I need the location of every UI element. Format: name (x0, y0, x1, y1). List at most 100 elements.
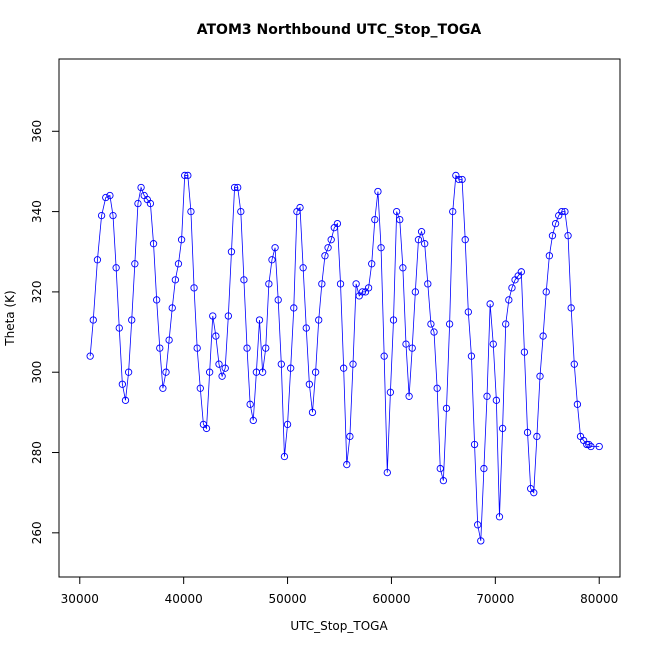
data-point (218, 372, 226, 380)
data-point (458, 175, 466, 184)
data-point (402, 340, 410, 348)
data-point (131, 260, 139, 268)
data-point (230, 183, 239, 192)
data-point (467, 352, 476, 360)
data-point (234, 183, 242, 192)
y-axis-label: Theta (K) (3, 290, 17, 346)
data-point (109, 211, 117, 220)
data-point (517, 268, 525, 276)
data-point (134, 199, 142, 208)
data-point (349, 360, 357, 368)
x-tick-label: 50000 (268, 592, 306, 606)
data-point (212, 332, 220, 340)
data-point (421, 240, 429, 248)
data-point (530, 489, 538, 497)
data-point (358, 288, 367, 296)
x-tick-label: 30000 (61, 592, 99, 606)
data-point (368, 260, 376, 268)
data-point (498, 424, 507, 433)
data-point (221, 364, 229, 372)
y-axis: 260 280 300 320 340 360 (30, 120, 60, 544)
data-point (558, 207, 566, 216)
data-point (483, 392, 491, 400)
data-point (539, 332, 547, 340)
data-point (249, 416, 257, 425)
data-point (162, 368, 170, 376)
data-point (595, 442, 603, 451)
data-point (184, 171, 192, 180)
data-point (89, 316, 97, 324)
series-line (89, 174, 600, 541)
data-point (445, 320, 454, 328)
data-point (118, 380, 127, 388)
data-point (364, 284, 373, 292)
data-point (274, 296, 282, 304)
data-point (396, 215, 404, 224)
data-point (408, 344, 416, 352)
data-point (311, 368, 320, 376)
data-point (255, 316, 264, 324)
data-point (430, 328, 438, 336)
data-point (352, 280, 360, 288)
y-tick-label: 300 (30, 361, 44, 384)
data-point (336, 280, 345, 288)
data-point (455, 175, 463, 184)
data-point (93, 256, 102, 264)
data-point (433, 384, 441, 392)
data-point (583, 440, 591, 449)
data-point (146, 199, 155, 208)
data-point (567, 304, 575, 312)
data-point (106, 191, 114, 200)
data-point (340, 364, 348, 372)
series-layer (86, 171, 603, 545)
chart-title: ATOM3 Northbound UTC_Stop_TOGA (197, 22, 482, 38)
data-point (411, 288, 419, 296)
data-point (508, 284, 516, 292)
data-point (495, 513, 504, 521)
data-point (414, 236, 423, 244)
y-tick-label: 340 (30, 200, 44, 223)
y-tick-label: 260 (30, 521, 44, 544)
data-point (392, 207, 401, 216)
data-point (461, 236, 469, 244)
data-point (570, 360, 578, 368)
data-point (271, 244, 279, 252)
y-tick-label: 360 (30, 120, 44, 143)
data-point (520, 348, 529, 356)
x-tick-label: 40000 (165, 592, 203, 606)
data-point (383, 468, 391, 477)
data-point (585, 440, 593, 449)
data-point (128, 316, 136, 324)
data-point (333, 219, 342, 228)
x-axis: 30000 40000 50000 60000 70000 80000 (61, 576, 618, 606)
data-point (159, 384, 167, 392)
data-point (542, 288, 550, 296)
data-point (417, 228, 426, 236)
data-point (299, 264, 307, 272)
data-point (156, 344, 164, 352)
data-point (399, 264, 407, 272)
data-point (124, 368, 133, 376)
data-point (153, 296, 161, 304)
x-tick-label: 80000 (580, 592, 618, 606)
data-point (137, 183, 145, 192)
data-point (112, 264, 120, 272)
data-point (121, 396, 130, 404)
data-point (346, 432, 354, 441)
data-point (196, 384, 204, 392)
data-point (502, 320, 510, 328)
data-point (287, 364, 295, 372)
data-point (237, 207, 245, 216)
data-point (386, 388, 395, 396)
data-point (389, 316, 398, 324)
data-point (545, 252, 554, 260)
data-point (243, 344, 251, 352)
data-point (227, 248, 236, 256)
data-point (86, 352, 94, 360)
data-point (377, 244, 385, 252)
data-point (561, 207, 569, 216)
y-tick-label: 320 (30, 280, 44, 303)
data-point (464, 308, 472, 316)
data-point (489, 340, 497, 348)
